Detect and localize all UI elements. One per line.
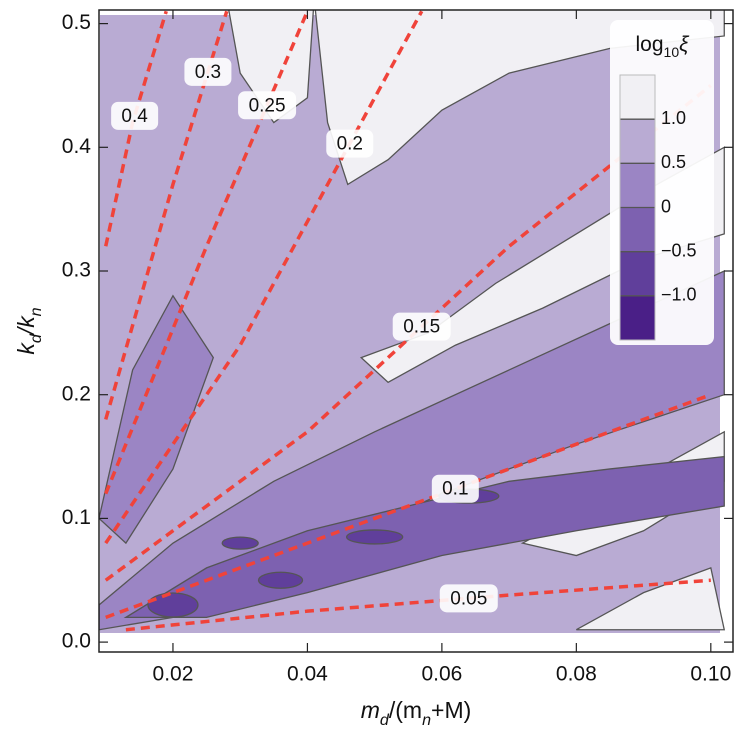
y-axis-label-part: /k [13,315,39,336]
plot-frame [98,9,734,653]
y-axis-label-part: n [27,307,45,316]
legend-swatch [620,251,655,296]
line-label: 0.15 [403,317,440,338]
dashed-line [104,84,712,582]
legend-swatch [620,295,655,340]
contour-region [99,294,215,545]
line-label-box [431,474,479,503]
x-tick-label: 0.08 [556,663,597,686]
x-axis-label: md/(mn+M) [361,697,472,729]
line-label: 0.4 [121,106,148,127]
line-label-box [392,312,451,341]
legend-tick-label: 0 [661,196,671,216]
y-tick-label: 0.3 [62,259,91,282]
legend-tick-label: 0.5 [661,152,686,172]
line-label-box [326,129,374,158]
line-label-box [439,584,498,613]
x-axis-label-part: m [361,697,380,723]
y-axis-label: kd/kn [13,307,45,354]
contour-region [346,529,404,545]
line-label-box [111,101,159,130]
legend-swatch [620,119,655,164]
legend-tick-label: −0.5 [661,240,697,260]
line-label: 0.3 [195,62,221,83]
axes: 0.02 0.04 0.06 0.08 0.100.00.10.20.30.40.5md… [13,10,733,729]
line-label-box [184,57,232,86]
x-tick-label: 0.06 [421,663,462,686]
line-label-box [238,91,297,120]
y-tick-label: 0.0 [62,630,91,653]
x-tick-label: 0.10 [690,663,731,686]
line-label: 0.2 [337,134,363,155]
legend-swatch [620,207,655,252]
x-axis-label-part: d [380,711,390,729]
legend-swatch [620,163,655,208]
x-axis-label-part: +M) [431,697,471,723]
contour-region [147,592,199,618]
legend-tick-label: 1.0 [661,108,686,128]
x-tick-label: 0.02 [153,663,194,686]
line-label: 0.05 [450,588,487,609]
line-label: 0.1 [442,479,468,500]
x-tick-label: 0.04 [287,663,328,686]
x-axis-label-part: /(m [389,697,422,723]
dashed-line [104,10,424,545]
legend-swatch [620,75,655,120]
x-axis-label-part: n [422,711,431,729]
legend-title-part: 10 [664,44,680,60]
y-tick-label: 0.2 [62,382,91,405]
dashed-line [105,393,712,620]
legend: log10ξ 1.0 0.5 0 −0.5 −1.0 [610,20,714,345]
legend-title-part: ξ [679,33,690,56]
legend-frame [619,74,656,341]
y-tick-label: 0.5 [62,11,91,34]
legend-tick-label: −1.0 [661,285,697,305]
contour-region [257,571,304,589]
dashed-line [125,578,711,632]
y-tick-label: 0.4 [62,135,92,158]
y-tick-label: 0.1 [62,506,91,529]
legend-title: log10ξ [636,33,691,60]
y-axis-label-part: k [13,342,39,355]
y-axis-label-part: d [27,333,45,343]
legend-title-part: log [636,33,664,56]
dashed-line [104,10,310,495]
line-label: 0.25 [249,95,286,116]
contour-region [221,536,259,550]
